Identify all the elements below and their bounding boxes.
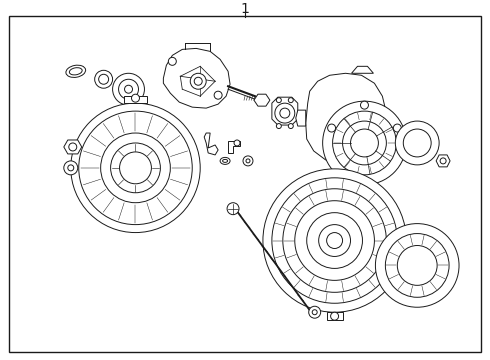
Polygon shape (64, 140, 82, 154)
Circle shape (331, 312, 339, 320)
Circle shape (124, 85, 132, 93)
Circle shape (169, 57, 176, 65)
Circle shape (276, 123, 281, 129)
Circle shape (327, 233, 343, 248)
Polygon shape (296, 110, 306, 126)
Circle shape (403, 129, 431, 157)
Polygon shape (204, 133, 218, 155)
Circle shape (214, 91, 222, 99)
Circle shape (322, 101, 406, 185)
Circle shape (385, 234, 449, 297)
Circle shape (318, 225, 350, 256)
Ellipse shape (70, 68, 82, 75)
Circle shape (243, 156, 253, 166)
Circle shape (246, 159, 250, 163)
Circle shape (333, 111, 396, 175)
Polygon shape (123, 96, 147, 103)
Circle shape (280, 108, 290, 118)
Circle shape (375, 224, 459, 307)
Polygon shape (163, 48, 230, 108)
Circle shape (328, 124, 336, 132)
Circle shape (120, 152, 151, 184)
Circle shape (275, 103, 295, 123)
Circle shape (295, 201, 374, 280)
Circle shape (194, 77, 202, 85)
Circle shape (397, 246, 437, 285)
Ellipse shape (66, 65, 86, 77)
Circle shape (343, 121, 386, 165)
Polygon shape (228, 141, 240, 153)
Circle shape (234, 140, 240, 146)
Circle shape (79, 111, 192, 225)
Polygon shape (272, 97, 298, 125)
Circle shape (312, 310, 317, 315)
Circle shape (288, 98, 294, 103)
Polygon shape (436, 155, 450, 167)
Polygon shape (327, 312, 343, 320)
Circle shape (98, 74, 109, 84)
Circle shape (350, 129, 378, 157)
Circle shape (276, 98, 281, 103)
Circle shape (71, 103, 200, 233)
Polygon shape (351, 66, 373, 73)
Circle shape (100, 133, 171, 203)
Ellipse shape (220, 157, 230, 165)
Circle shape (395, 121, 439, 165)
Circle shape (68, 165, 74, 171)
Circle shape (263, 169, 406, 312)
Circle shape (113, 73, 145, 105)
Circle shape (69, 143, 77, 151)
Circle shape (309, 306, 320, 318)
Polygon shape (254, 94, 270, 106)
Circle shape (95, 70, 113, 88)
Polygon shape (306, 73, 386, 163)
Circle shape (307, 213, 363, 269)
Circle shape (64, 161, 78, 175)
Circle shape (111, 143, 160, 193)
Circle shape (283, 189, 386, 292)
Circle shape (119, 79, 139, 99)
Circle shape (361, 101, 368, 109)
Ellipse shape (222, 159, 227, 162)
Text: 1: 1 (241, 1, 249, 15)
Circle shape (272, 178, 397, 303)
Circle shape (288, 123, 294, 129)
Circle shape (393, 124, 401, 132)
Circle shape (440, 158, 446, 164)
Circle shape (131, 94, 140, 102)
Circle shape (227, 203, 239, 215)
Circle shape (190, 73, 206, 89)
